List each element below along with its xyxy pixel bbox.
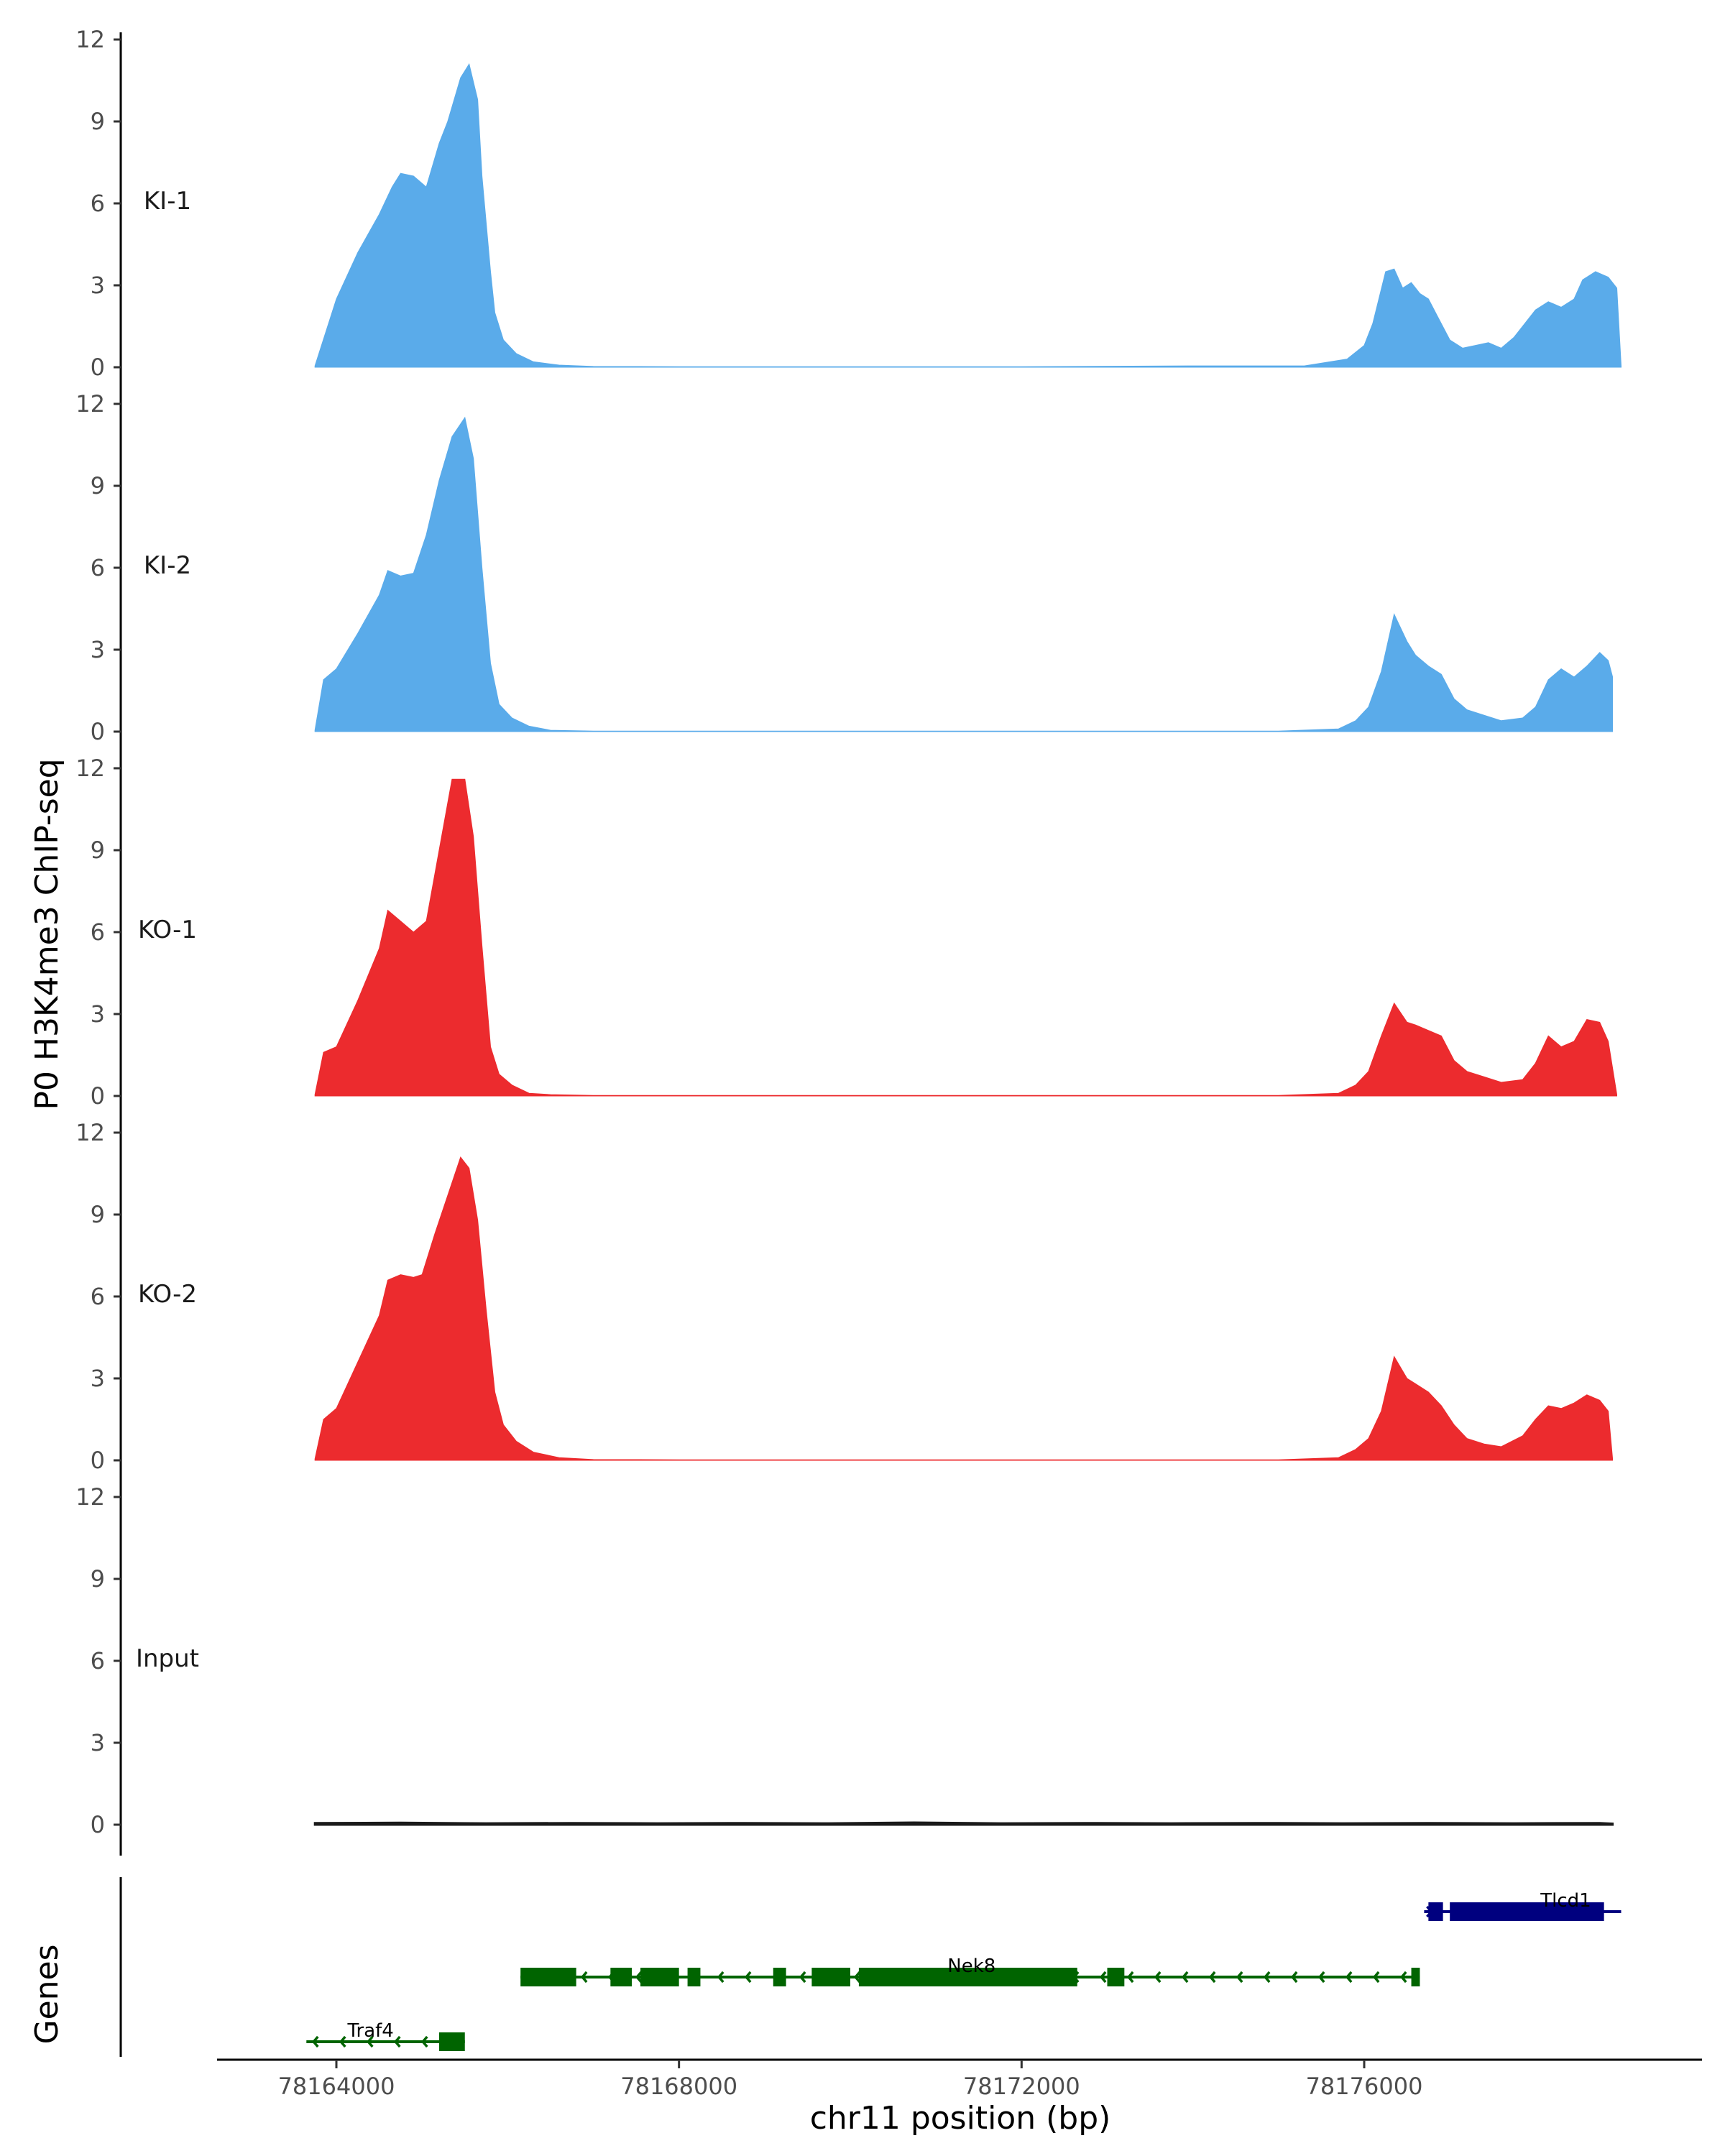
strand-arrow [1236,1971,1243,1984]
exon [1107,1968,1125,1986]
gene-label: Tlcd1 [1540,1890,1591,1912]
strand-arrow [635,1971,643,1984]
y-tick-label: 6 [91,190,105,217]
y-tick-label: 0 [91,1082,105,1110]
exon [811,1968,850,1986]
y-tick-label: 9 [91,472,105,499]
x-axis: 78164000 78168000 78172000 78176000 [217,2058,1702,2100]
signal-area-ko-1 [314,778,1617,1097]
gene-nek8: Nek8 [520,1955,1420,1986]
exon [1411,1968,1420,1986]
strand-arrow [420,2035,428,2048]
strand-arrow [1181,1971,1189,1984]
y-tick-label: 12 [75,26,105,53]
y-tick-label: 12 [75,1483,105,1511]
y-tick-label: 3 [91,1365,105,1392]
exon [640,1968,679,1986]
y-axis-title: P0 H3K4me3 ChIP-seq [29,758,65,1110]
y-tick-label: 6 [91,918,105,946]
signal-area-ko-2 [314,1156,1614,1461]
strand-arrow [393,2035,401,2048]
strand-arrow [1290,1971,1298,1984]
strand-arrow [339,2035,346,2048]
y-tick-label: 6 [91,554,105,581]
strand-arrow [853,1971,861,1984]
strand-arrow [1399,1971,1407,1984]
gene-tlcd1: Tlcd1 [1424,1890,1622,1921]
x-tick-label: 78164000 [278,2073,395,2100]
y-tick-label: 3 [91,636,105,663]
exon [773,1968,786,1986]
gene-label: Traf4 [346,2020,393,2042]
track-input: 0 3 6 9 12 Input [75,1483,1614,1856]
strand-arrow [1154,1971,1162,1984]
track-ko-1: 0 3 6 9 12 KO-1 [75,755,1617,1127]
gene-traf4: Traf4 [306,2020,465,2051]
strand-arrow [1317,1971,1325,1984]
signal-area-input [313,1821,1614,1826]
track-label: KI-2 [144,551,191,580]
gene-label: Nek8 [947,1955,995,1977]
y-tick-label: 9 [91,108,105,135]
strand-arrow [1099,1971,1107,1984]
x-tick-label: 78172000 [963,2073,1080,2100]
y-tick-label: 9 [91,837,105,864]
strand-arrow [799,1971,806,1984]
strand-arrow [744,1971,752,1984]
track-label: KO-2 [138,1280,197,1309]
y-tick-label: 12 [75,1119,105,1146]
y-tick-label: 0 [91,354,105,381]
strand-arrow [717,1971,724,1984]
track-label: Input [136,1644,199,1673]
strand-arrow [366,2035,374,2048]
genes-axis-title: Genes [29,1944,65,2044]
y-tick-label: 9 [91,1565,105,1593]
strand-arrow [1345,1971,1353,1984]
y-tick-label: 0 [91,1811,105,1838]
track-ki-2: 0 3 6 9 12 KI-2 [75,390,1614,763]
y-tick-label: 12 [75,755,105,782]
y-tick-label: 3 [91,1729,105,1756]
exon [1450,1902,1604,1921]
y-tick-label: 3 [91,1000,105,1028]
y-tick-label: 6 [91,1647,105,1674]
signal-tracks: 0 3 6 9 12 KI-1 0 3 6 9 12 KI-2 0 3 6 9 12 KO-1 0 3 6 9 12 KO-2… [75,26,1622,1856]
x-axis-title: chr11 position (bp) [810,2100,1111,2137]
track-ko-2: 0 3 6 9 12 KO-2 [75,1119,1614,1491]
signal-area-ki-2 [314,416,1614,732]
exon [1428,1902,1443,1921]
strand-arrow [311,2035,319,2048]
strand-arrow [1126,1971,1134,1984]
strand-arrow [1263,1971,1271,1984]
y-tick-label: 12 [75,390,105,418]
exon [439,2032,465,2051]
signal-area-ki-1 [314,63,1622,368]
exon [687,1968,701,1986]
strand-arrow [1208,1971,1216,1984]
track-label: KO-1 [138,916,197,944]
y-tick-label: 6 [91,1283,105,1310]
y-tick-label: 0 [91,718,105,745]
x-tick-label: 78168000 [620,2073,737,2100]
y-tick-label: 9 [91,1201,105,1228]
exon [520,1968,576,1986]
x-tick-label: 78176000 [1306,2073,1423,2100]
y-tick-label: 0 [91,1447,105,1474]
exon [610,1968,632,1986]
exon [858,1968,1077,1986]
gene-track: Tlcd1 Nek8 Traf4 [119,1877,1622,2057]
strand-arrow [1372,1971,1380,1984]
track-ki-1: 0 3 6 9 12 KI-1 [75,26,1622,398]
y-tick-label: 3 [91,272,105,299]
strand-arrow [580,1971,588,1984]
track-label: KI-1 [144,187,191,216]
